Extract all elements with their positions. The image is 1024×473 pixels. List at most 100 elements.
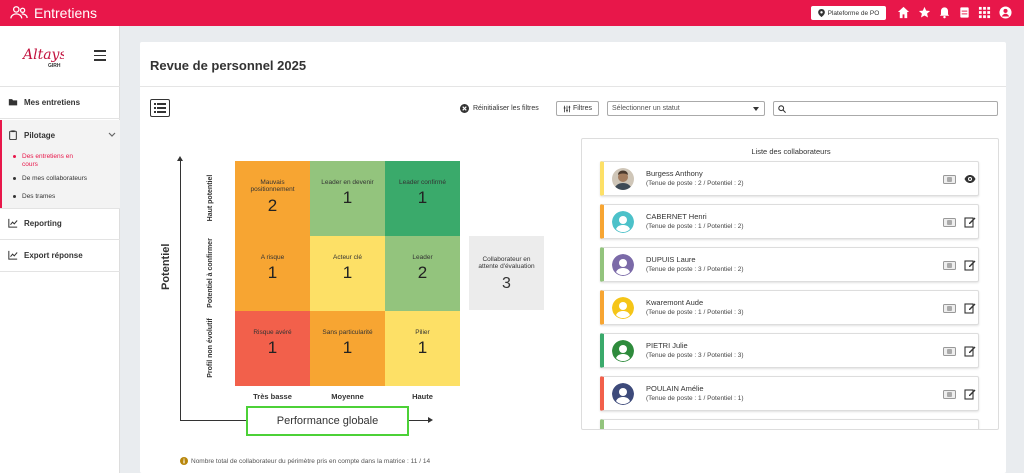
status-select[interactable]: Sélectionner un statut bbox=[607, 101, 765, 116]
matrix-cell-label: Leader confirmé bbox=[399, 179, 446, 186]
folder-icon[interactable] bbox=[943, 217, 956, 227]
matrix-cell-count: 2 bbox=[267, 195, 278, 215]
col-label-moyenne: Moyenne bbox=[331, 392, 364, 401]
bell-icon[interactable] bbox=[938, 6, 951, 19]
matrix-cell-label: Pilier bbox=[415, 329, 430, 336]
y-axis-line bbox=[180, 160, 181, 420]
menu-toggle-button[interactable] bbox=[94, 50, 106, 61]
x-axis-title: Performance globale bbox=[246, 406, 409, 436]
platform-button[interactable]: Plateforme de PO bbox=[811, 6, 886, 20]
matrix-cell-count: 2 bbox=[417, 263, 428, 283]
collaborator-detail: (Tenue de poste : 3 / Potentiel : 2) bbox=[646, 266, 744, 273]
collaborator-detail: (Tenue de poste : 3 / Potentiel : 3) bbox=[646, 352, 744, 359]
sidebar-group-pilotage: Pilotage Des entretiens en cours De mes … bbox=[0, 120, 120, 208]
matrix-cell-a-risque[interactable]: A risque 1 bbox=[235, 236, 310, 311]
clipboard-icon bbox=[9, 130, 17, 140]
avatar bbox=[612, 340, 634, 362]
collaborator-card[interactable]: POULAIN Amélie (Tenue de poste : 1 / Pot… bbox=[600, 376, 979, 411]
edit-icon[interactable] bbox=[964, 216, 976, 228]
top-bar: Entretiens Plateforme de PO bbox=[0, 0, 1024, 26]
sidebar-subitem-mes-collaborateurs[interactable]: De mes collaborateurs bbox=[13, 175, 87, 182]
chart-icon bbox=[8, 250, 18, 260]
sidebar-item-label: Export réponse bbox=[24, 250, 83, 260]
sidebar-item-reporting[interactable]: Reporting bbox=[0, 208, 120, 238]
reset-filters-label: Réinitialiser les filtres bbox=[473, 105, 539, 112]
folder-icon[interactable] bbox=[943, 346, 956, 356]
matrix-cell-sans-particularite[interactable]: Sans particularité 1 bbox=[310, 311, 385, 386]
sidebar-item-pilotage[interactable]: Pilotage bbox=[2, 120, 122, 150]
matrix-cell-acteur-cle[interactable]: Acteur clé 1 bbox=[310, 236, 385, 311]
folder-icon bbox=[8, 99, 18, 106]
collaborator-card[interactable]: Kwaremont Aude (Tenue de poste : 1 / Pot… bbox=[600, 290, 979, 325]
matrix-cell-mauvais-positionnement[interactable]: Mauvais positionnement 2 bbox=[235, 161, 310, 236]
matrix-cell-leader-confirme[interactable]: Leader confirmé 1 bbox=[385, 161, 460, 236]
sidebar-subitem-label: Des trames bbox=[22, 193, 56, 200]
matrix-cell-count: 1 bbox=[267, 338, 278, 358]
col-label-haute: Haute bbox=[412, 392, 433, 401]
x-axis-arrow bbox=[428, 417, 433, 423]
matrix-footnote: Nombre total de collaborateur du périmèt… bbox=[180, 457, 430, 465]
altays-logo[interactable]: Altays GIRH bbox=[21, 44, 67, 70]
collaborators-panel-title: Liste des collaborateurs bbox=[751, 147, 831, 156]
sidebar-item-label: Mes entretiens bbox=[24, 97, 81, 107]
collaborator-detail: (Tenue de poste : 1 / Potentiel : 1) bbox=[646, 395, 744, 402]
collaborator-card-partial[interactable] bbox=[600, 419, 979, 429]
collaborator-card[interactable]: Burgess Anthony (Tenue de poste : 2 / Po… bbox=[600, 161, 979, 196]
sidebar-subitem-trames[interactable]: Des trames bbox=[13, 193, 55, 200]
folder-icon[interactable] bbox=[943, 174, 956, 184]
collaborator-card[interactable]: CABERNET Henri (Tenue de poste : 1 / Pot… bbox=[600, 204, 979, 239]
edit-icon[interactable] bbox=[964, 345, 976, 357]
eye-icon[interactable] bbox=[964, 173, 976, 185]
edit-icon[interactable] bbox=[964, 259, 976, 271]
matrix-cell-count: 1 bbox=[417, 338, 428, 358]
sliders-icon bbox=[563, 105, 571, 112]
collaborator-name: Kwaremont Aude bbox=[646, 298, 704, 307]
document-icon[interactable] bbox=[958, 6, 971, 19]
collaborator-card[interactable]: PIETRI Julie (Tenue de poste : 3 / Poten… bbox=[600, 333, 979, 368]
home-icon[interactable] bbox=[897, 6, 910, 19]
folder-icon[interactable] bbox=[943, 303, 956, 313]
footnote-text: Nombre total de collaborateur du périmèt… bbox=[191, 457, 431, 465]
list-view-button[interactable] bbox=[150, 99, 170, 117]
sidebar-item-export-reponse[interactable]: Export réponse bbox=[0, 240, 120, 270]
matrix-cell-risque-avere[interactable]: Risque avéré 1 bbox=[235, 311, 310, 386]
chevron-down-icon bbox=[108, 132, 116, 137]
avatar bbox=[612, 211, 634, 233]
sidebar-item-mes-entretiens[interactable]: Mes entretiens bbox=[0, 87, 120, 117]
reset-filters-button[interactable]: Réinitialiser les filtres bbox=[460, 104, 539, 113]
matrix-cell-label: Leader bbox=[412, 254, 433, 261]
avatar bbox=[612, 383, 634, 405]
collaborator-card[interactable]: DUPUIS Laure (Tenue de poste : 3 / Poten… bbox=[600, 247, 979, 282]
account-icon[interactable] bbox=[999, 6, 1012, 19]
collaborator-name: Burgess Anthony bbox=[646, 169, 703, 178]
collaborators-panel[interactable]: Liste des collaborateurs Burgess Anthony… bbox=[581, 138, 999, 430]
page-title: Revue de personnel 2025 bbox=[150, 58, 307, 73]
users-icon bbox=[10, 6, 28, 19]
row-label-profil-non-evolutif: Profil non évolutif bbox=[206, 318, 214, 378]
edit-icon[interactable] bbox=[964, 388, 976, 400]
matrix-cell-leader[interactable]: Leader 2 bbox=[385, 236, 460, 311]
folder-icon[interactable] bbox=[943, 260, 956, 270]
collaborator-name: DUPUIS Laure bbox=[646, 255, 696, 264]
matrix-cell-label: Acteur clé bbox=[333, 254, 362, 261]
search-input[interactable] bbox=[773, 101, 998, 116]
matrix-cell-label: Leader en devenir bbox=[321, 179, 374, 186]
apps-grid-icon[interactable] bbox=[978, 6, 991, 19]
sidebar-subitem-entretiens-en-cours[interactable]: Des entretiens en cours bbox=[13, 153, 82, 169]
sidebar-subitem-label: Des entretiens en cours bbox=[22, 153, 73, 168]
app-title: Entretiens bbox=[34, 5, 98, 21]
sidebar: Altays GIRH Mes entretiens Pilotage Des … bbox=[0, 26, 120, 473]
filters-button[interactable]: Filtres bbox=[556, 101, 599, 116]
edit-icon[interactable] bbox=[964, 302, 976, 314]
folder-icon[interactable] bbox=[943, 389, 956, 399]
star-icon[interactable] bbox=[918, 6, 931, 19]
location-pin-icon bbox=[817, 9, 825, 17]
collaborator-detail: (Tenue de poste : 2 / Potentiel : 2) bbox=[646, 180, 744, 187]
status-select-placeholder: Sélectionner un statut bbox=[612, 105, 680, 112]
col-label-tres-basse: Très basse bbox=[253, 392, 292, 401]
pending-evaluation-cell[interactable]: Collaborateur en attente d'évaluation 3 bbox=[469, 236, 544, 310]
matrix-cell-pilier[interactable]: Pilier 1 bbox=[385, 311, 460, 386]
avatar bbox=[612, 297, 634, 319]
matrix-cell-leader-en-devenir[interactable]: Leader en devenir 1 bbox=[310, 161, 385, 236]
chart-icon bbox=[8, 218, 18, 228]
